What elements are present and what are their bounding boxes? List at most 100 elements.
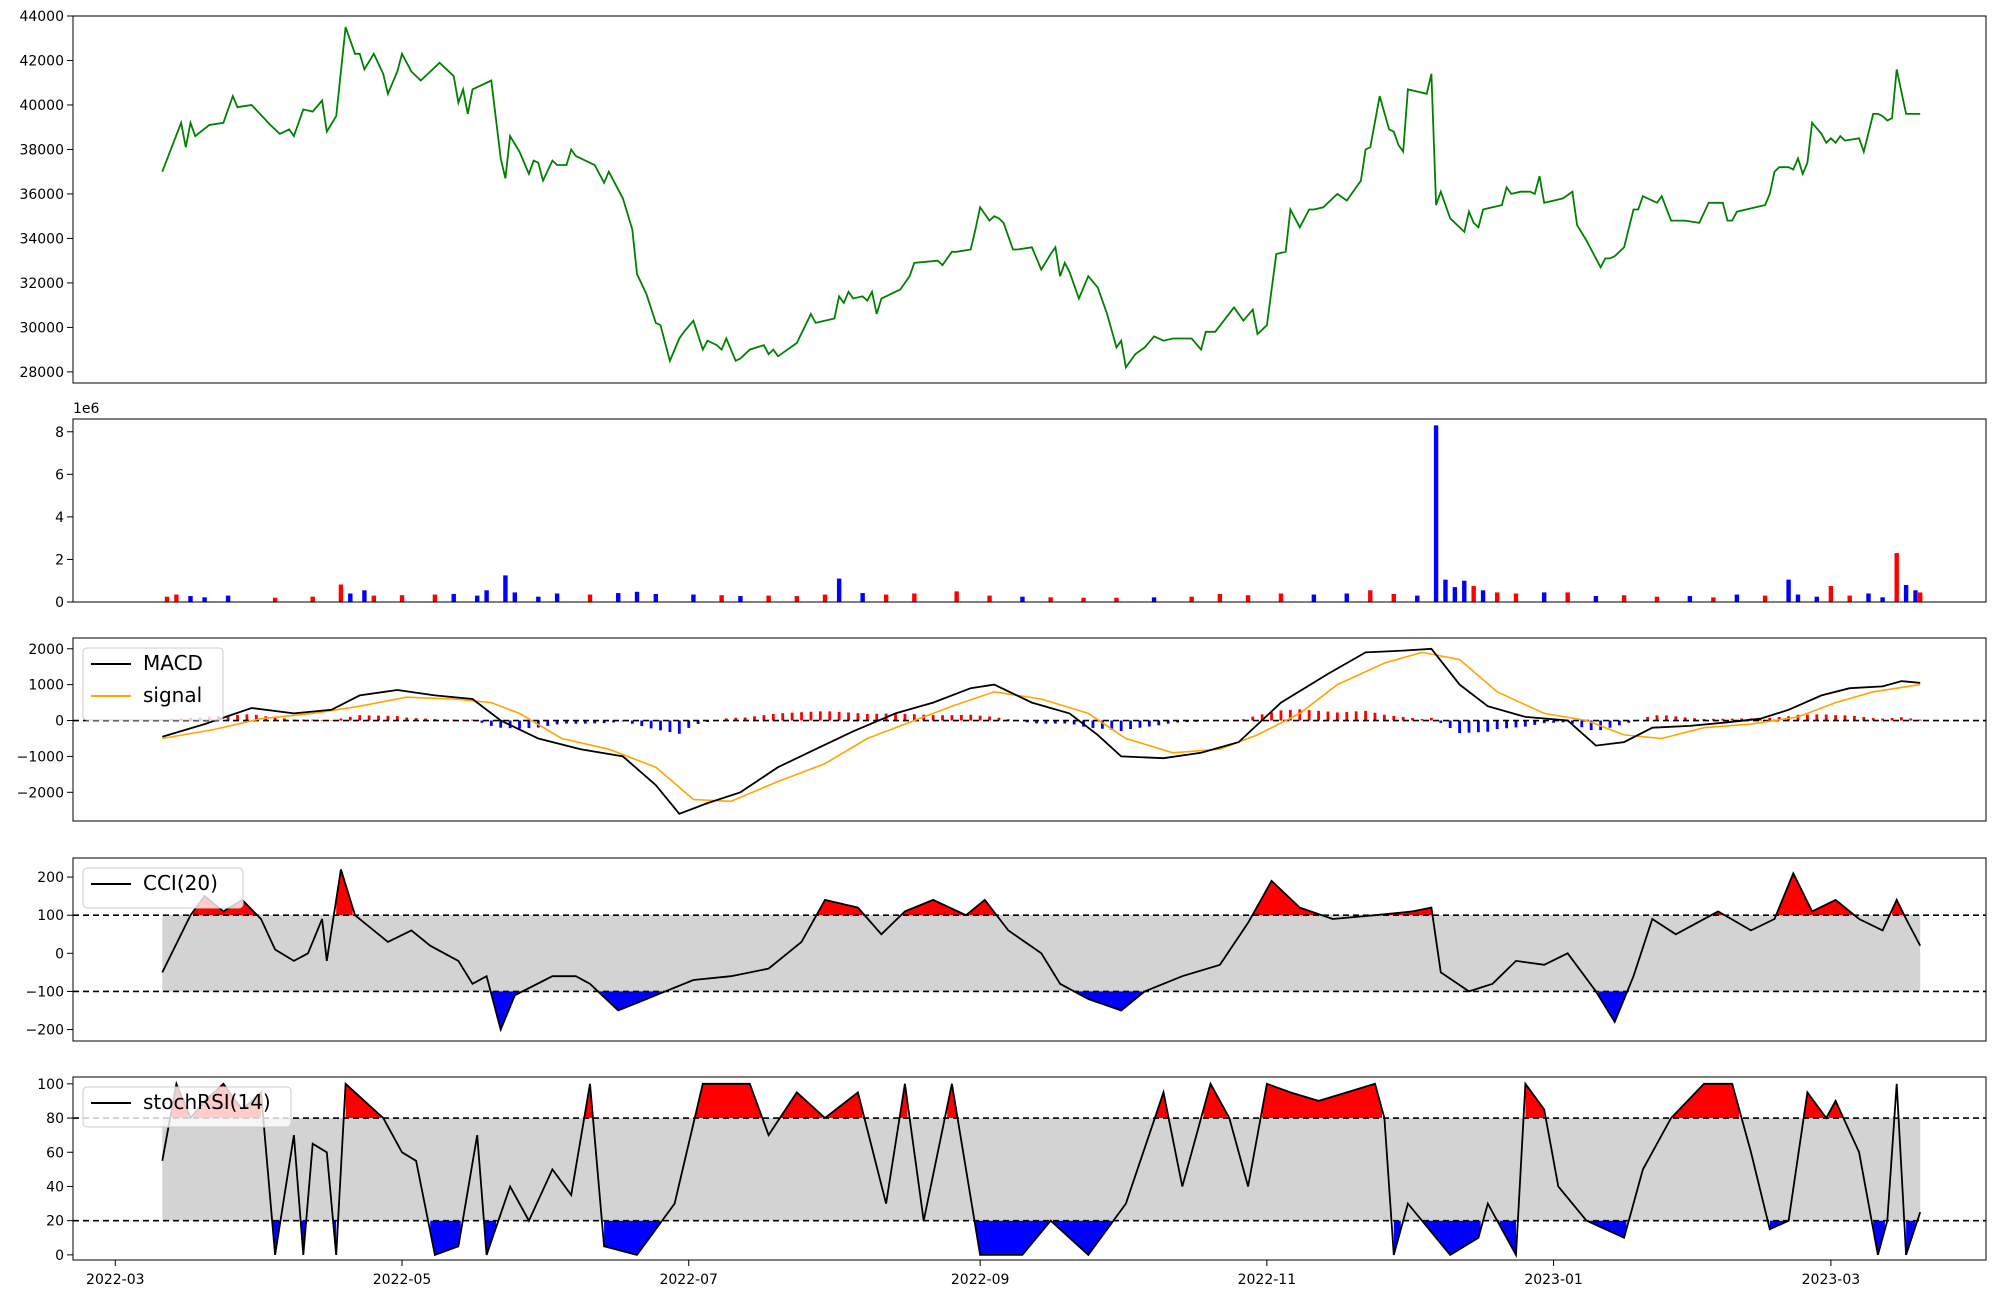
macd-hist-bar: [1505, 720, 1508, 729]
macd-hist-bar: [1918, 719, 1922, 721]
macd-hist-bar: [1044, 720, 1048, 724]
volume-bar: [1433, 425, 1439, 602]
macd-hist-bar: [724, 718, 728, 721]
volume-bar: [1480, 590, 1486, 602]
volume-bar: [1415, 595, 1420, 602]
macd-hist-bar: [969, 714, 973, 721]
macd-hist-bar: [602, 720, 606, 724]
volume-bar: [1913, 590, 1918, 602]
volume-bar: [1471, 586, 1476, 602]
stochrsi-band: [162, 1118, 1921, 1221]
macd-hist-bar: [1664, 715, 1668, 721]
macd-hist-bar: [1401, 716, 1405, 721]
volume-bar: [484, 590, 489, 602]
macd-hist-bar: [1091, 720, 1095, 728]
volume-bar: [536, 596, 541, 602]
macd-hist-bar: [1354, 711, 1358, 721]
volume-bar: [860, 593, 865, 602]
volume-bar: [202, 597, 207, 602]
volume-bar: [883, 594, 889, 602]
cci-hi-fill: [818, 899, 863, 916]
volume-bar: [1494, 592, 1500, 602]
volume-ytick-label: 6: [55, 467, 64, 483]
macd-hist-bar: [931, 715, 935, 721]
volume-bar: [338, 584, 344, 602]
macd-hist-bar: [424, 718, 427, 721]
macd-hist-bar: [1674, 716, 1678, 721]
volume-bar: [475, 595, 480, 602]
macd-hist-bar: [818, 711, 822, 721]
macd-hist-bar: [1843, 715, 1847, 721]
x-tick-label: 2022-05: [373, 1272, 432, 1288]
macd-hist-bar: [1448, 720, 1452, 729]
cci-line: [161, 869, 1921, 1033]
macd-hist-bar: [1382, 714, 1386, 721]
macd-hist-bar: [1768, 717, 1772, 721]
macd-hist-bar: [1627, 720, 1631, 723]
macd-axes-frame: [72, 637, 1987, 822]
macd-hist-bar: [687, 720, 691, 728]
volume-bar: [1278, 593, 1284, 602]
macd-hist-bar: [583, 720, 587, 724]
stochrsi-lo-fill: [1424, 1220, 1481, 1255]
volume-bar: [399, 595, 405, 602]
macd-hist-bar: [1053, 720, 1057, 724]
macd-hist-bar: [659, 720, 662, 731]
cci-legend: CCI(20): [82, 867, 244, 909]
stochrsi-ytick-label: 100: [37, 1077, 64, 1093]
macd-hist-bar: [226, 715, 230, 721]
macd-hist-bar: [283, 718, 286, 721]
volume-bar: [1443, 579, 1448, 602]
volume-bar: [1917, 592, 1923, 602]
x-axis: 2022-03 2022-05 2022-07 2022-09 2022-11 2023-…: [86, 1260, 1860, 1288]
stochrsi-lo-fill: [1053, 1220, 1112, 1255]
macd-hist-bar: [489, 720, 493, 726]
macd-hist-bar: [480, 720, 484, 723]
volume-bar: [1880, 597, 1885, 602]
macd-hist-bar: [1899, 717, 1903, 721]
macd-hist-bar: [1476, 720, 1480, 733]
macd-hist-bar: [1157, 720, 1161, 726]
cci-hi-fill: [1713, 911, 1723, 916]
macd-hist-bar: [518, 720, 521, 729]
macd-hist-bar: [1777, 717, 1781, 721]
macd-hist-bar: [1514, 720, 1518, 728]
volume-bar: [1452, 587, 1458, 602]
cci-axes-frame: [72, 857, 1987, 1042]
volume-bar: [587, 594, 593, 602]
volume-bar: [432, 594, 438, 602]
macd-hist-bar: [1871, 718, 1875, 721]
price-ytick-label: 38000: [19, 142, 64, 158]
macd-hist-bar: [1364, 710, 1367, 721]
macd-hist-bar: [621, 720, 625, 722]
macd-hist-bar: [1608, 720, 1612, 728]
cci-hi-fill: [1377, 907, 1432, 916]
macd-hist-bar: [649, 720, 653, 729]
macd-hist-bar: [471, 719, 474, 721]
volume-ytick-label: 2: [55, 552, 64, 568]
volume-bar: [1847, 595, 1852, 602]
volume-bar: [836, 578, 842, 602]
cci-hi-fill: [902, 899, 964, 916]
price-axes-frame: [72, 15, 1987, 384]
macd-hist-bar: [358, 715, 362, 721]
macd-hist-bar: [1298, 709, 1302, 721]
panels: 2800030000320003400036000380004000042000…: [17, 9, 1987, 1288]
stochrsi-ytick-label: 20: [46, 1214, 64, 1230]
macd-hist-bar: [1307, 710, 1311, 721]
macd-hist-bar: [1458, 720, 1461, 734]
macd-hist-bar: [630, 720, 634, 724]
macd-hist-bar: [1129, 720, 1132, 729]
volume-bar: [503, 575, 508, 602]
macd-hist-bar: [245, 714, 249, 721]
panel-volume: 1e6 0 2 4 6 8: [55, 401, 1987, 611]
macd-hist-bar: [1335, 712, 1339, 721]
volume-bar: [738, 596, 743, 602]
panel-price: 28000 30000 32000 34000 36000 38000 40000 42000…: [19, 9, 1987, 384]
macd-hist-bar: [1881, 718, 1884, 721]
macd-hist-bar: [254, 714, 258, 721]
macd-hist-bar: [1721, 718, 1725, 721]
macd-hist-bar: [1561, 720, 1565, 723]
macd-hist-bar: [847, 712, 850, 721]
volume-bar: [1786, 579, 1791, 602]
